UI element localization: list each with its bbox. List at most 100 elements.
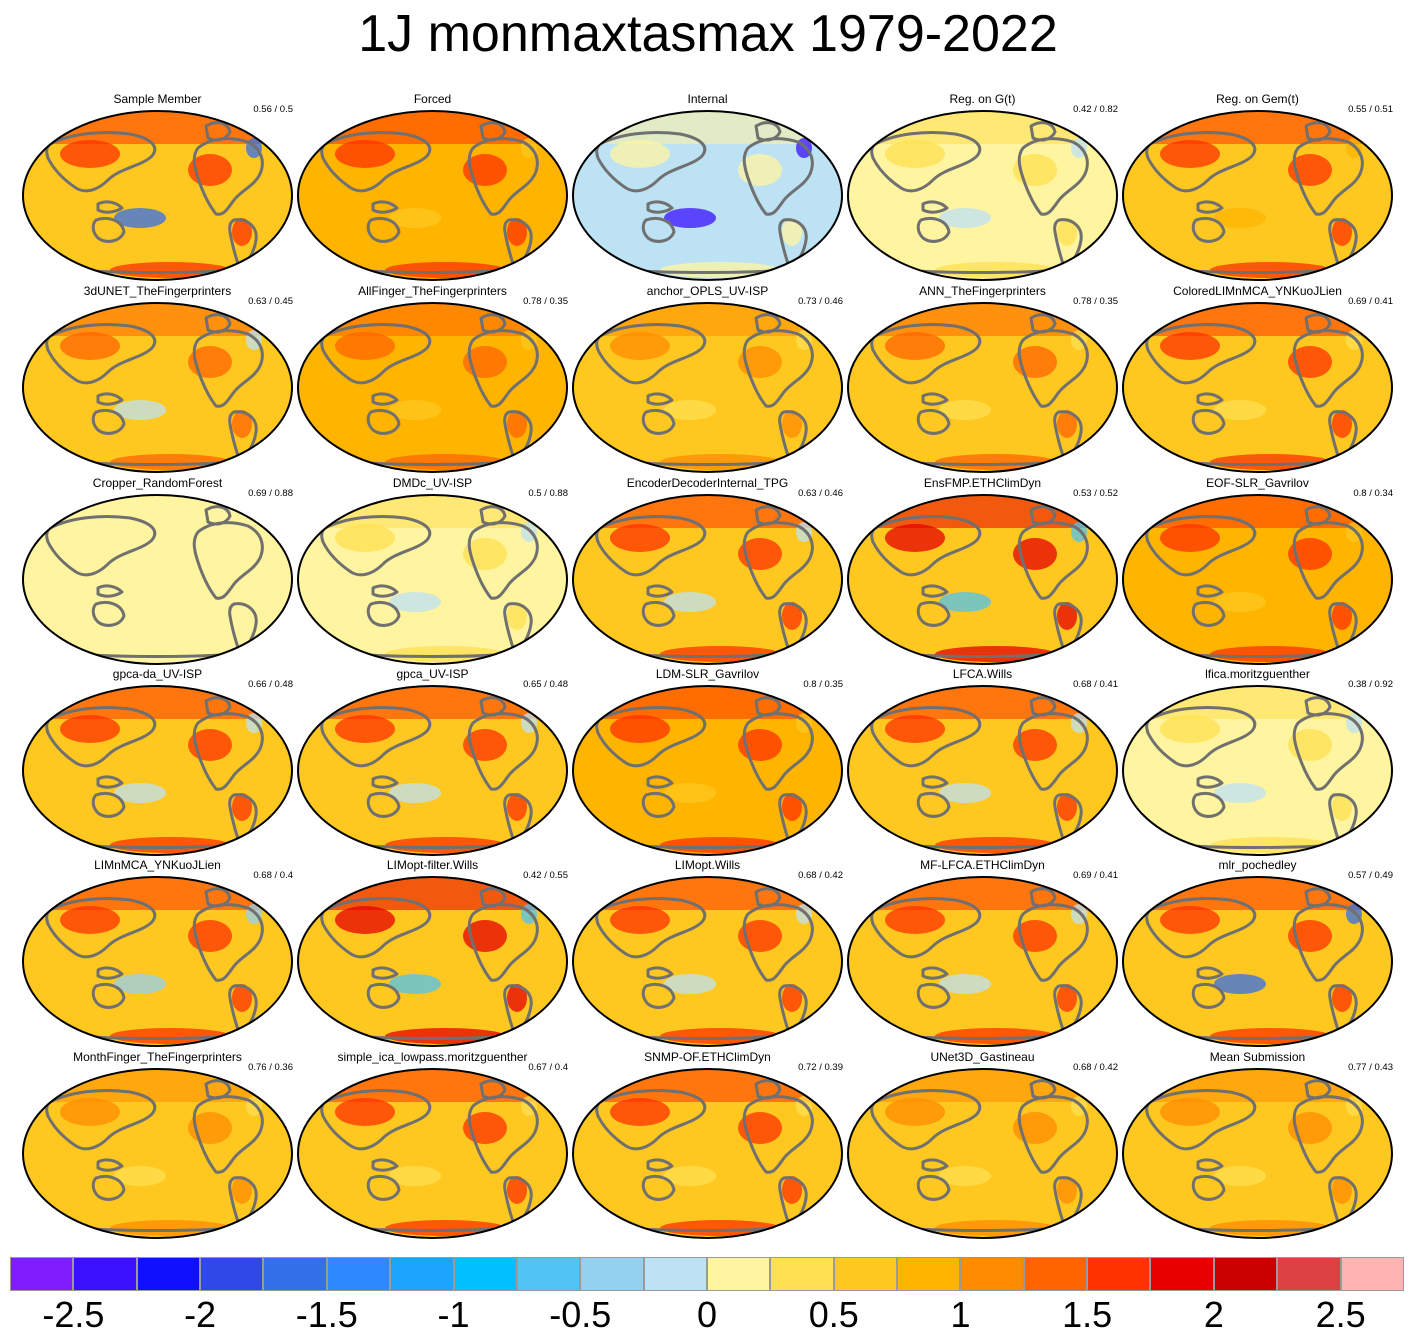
anomaly-blob [885, 524, 945, 552]
anomaly-blob [1210, 1028, 1330, 1044]
map-panel: simple_ica_lowpass.moritzguenther 0.67 / … [295, 1050, 570, 1240]
coastline [641, 217, 676, 243]
coastline [1017, 137, 1089, 216]
anomaly-blob [610, 332, 670, 360]
anomaly-blob [232, 984, 252, 1012]
map-border [22, 494, 293, 665]
map-panel: EncoderDecoderInternal_TPG 0.63 / 0.46 [570, 476, 845, 666]
anomaly-blob [389, 974, 441, 994]
map-border [572, 494, 843, 665]
anomaly-blob [507, 218, 527, 246]
anomaly-blob [664, 208, 716, 228]
coastline [742, 137, 814, 216]
coastline [1029, 121, 1057, 142]
anomaly-blob [939, 208, 991, 228]
anomaly-blob [60, 524, 120, 552]
map-border [847, 876, 1118, 1047]
anomaly-blob [507, 984, 527, 1012]
panel-score: 0.63 / 0.46 [798, 488, 843, 499]
coastline [192, 1095, 264, 1174]
anomaly-blob [939, 1166, 991, 1186]
colorbar-swatch [770, 1257, 834, 1291]
anomaly-blob [1057, 984, 1077, 1012]
world-map [297, 494, 568, 665]
panel-title: LDM-SLR_Gavrilov [655, 667, 760, 681]
map-panel: DMDc_UV-ISP 0.5 / 0.88 [295, 476, 570, 666]
map-border [22, 110, 293, 281]
coastline [1017, 903, 1089, 982]
map-panel: LIMnMCA_YNKuoJLien 0.68 / 0.4 [20, 858, 295, 1048]
anomaly-blob [507, 1176, 527, 1204]
coastline [641, 409, 676, 435]
panel-score: 0.77 / 0.43 [1348, 1062, 1393, 1073]
coastline [1196, 392, 1224, 406]
colorbar-tick-label: -2.5 [42, 1294, 105, 1335]
map-panel: Forced [295, 92, 570, 282]
anomaly-blob [664, 783, 716, 803]
coastline [366, 983, 401, 1009]
map-panel: Reg. on Gem(t) 0.55 / 0.51 [1120, 92, 1395, 282]
panel-score: 0.63 / 0.45 [248, 296, 293, 307]
map-panel: gpca_UV-ISP 0.65 / 0.48 [295, 667, 570, 857]
anomaly-blob [1057, 218, 1077, 246]
panel-score: 0.72 / 0.39 [798, 1062, 843, 1073]
colorbar-swatch [833, 1257, 898, 1291]
map-border [572, 110, 843, 281]
coastline [595, 131, 707, 193]
panel-title: EnsFMP.ETHClimDyn [923, 476, 1042, 490]
anomaly-blob [610, 906, 670, 934]
anomaly-blob [114, 974, 166, 994]
world-map [22, 876, 293, 1047]
colorbar-swatch [453, 1257, 517, 1291]
colorbar-swatch [136, 1257, 201, 1291]
coastline [1191, 1175, 1226, 1201]
anomaly-blob [660, 262, 780, 278]
anomaly-blob [110, 1028, 230, 1044]
world-map [572, 302, 843, 473]
coastline [91, 1175, 126, 1201]
map-panel: LIMopt.Wills 0.68 / 0.42 [570, 858, 845, 1048]
map-panel: ANN_TheFingerprinters 0.78 / 0.35 [845, 284, 1120, 474]
anomaly-blob [660, 1028, 780, 1044]
map-border [572, 685, 843, 856]
coastline [96, 392, 124, 406]
coastline [1191, 792, 1226, 818]
anomaly-blob [939, 400, 991, 420]
map-border [1122, 110, 1393, 281]
coastline [479, 505, 507, 526]
panel-title: Cropper_RandomForest [92, 476, 223, 490]
anomaly-blob [782, 410, 802, 438]
panel-score: 0.8 / 0.34 [1353, 488, 1393, 499]
colorbar-tick-label: 1.5 [1062, 1294, 1113, 1335]
map-panel: Sample Member 0.56 / 0.5 [20, 92, 295, 282]
coastline [1304, 887, 1332, 908]
coastline [641, 792, 676, 818]
map-border [297, 685, 568, 856]
anomaly-blob [1332, 1176, 1352, 1204]
map-border [1122, 876, 1393, 1047]
coastline [96, 200, 124, 214]
coastline [921, 392, 949, 406]
coastline [742, 903, 814, 982]
colorbar-swatch [580, 1257, 644, 1291]
coastline [467, 1095, 539, 1174]
anomaly-blob [110, 837, 230, 853]
coastline [1017, 712, 1089, 791]
panel-score: 0.68 / 0.42 [798, 870, 843, 881]
colorbar-tick-label: -2 [184, 1294, 217, 1335]
anomaly-blob [385, 837, 505, 853]
world-map [1122, 494, 1393, 665]
panel-title: LIMnMCA_YNKuoJLien [94, 858, 221, 872]
coastline [870, 706, 982, 768]
coastline [91, 792, 126, 818]
panel-title: LFCA.Wills [952, 667, 1013, 681]
map-border [847, 110, 1118, 281]
coastline [1029, 696, 1057, 717]
coastline [870, 131, 982, 193]
panel-score: 0.53 / 0.52 [1073, 488, 1118, 499]
panel-score: 0.68 / 0.42 [1073, 1062, 1118, 1073]
coastline [366, 1175, 401, 1201]
anomaly-blob [335, 332, 395, 360]
coastline [192, 137, 264, 216]
anomaly-blob [114, 592, 166, 612]
